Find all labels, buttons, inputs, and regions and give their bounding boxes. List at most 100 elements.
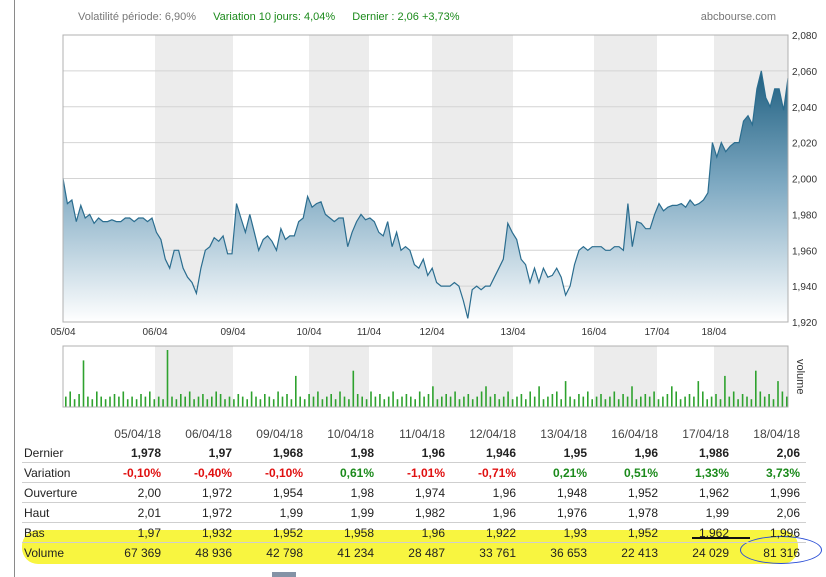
volume-bar	[445, 394, 447, 407]
volume-bar	[489, 396, 492, 407]
volume-bar	[370, 391, 372, 407]
volume-bar	[202, 394, 204, 407]
volume-bar	[361, 396, 363, 407]
table-cell: 1,978	[130, 445, 161, 460]
volume-bar	[746, 396, 748, 407]
table-cell: 1,962	[664, 482, 735, 503]
volume-bar	[383, 399, 386, 407]
volume-bar	[118, 396, 120, 407]
volume-bar	[613, 391, 616, 407]
volume-bar	[542, 399, 545, 407]
volume-bar	[520, 394, 523, 407]
volume-bar	[330, 394, 332, 407]
price-line	[62, 70, 789, 319]
volume-bar	[264, 394, 266, 407]
volume-bar	[750, 399, 753, 407]
volume-bar	[374, 396, 377, 407]
date-header: 11/04/18	[399, 426, 445, 441]
volume-bar	[418, 391, 421, 407]
row-label: Haut	[22, 502, 96, 523]
table-cell: 1,96	[451, 482, 522, 503]
volume-bar	[272, 399, 275, 407]
table-cell: 1,96	[421, 445, 445, 460]
volume-band	[432, 346, 513, 407]
volume-bar	[609, 396, 611, 407]
date-header: 10/04/18	[327, 426, 374, 441]
table-cell: 1,958	[309, 522, 380, 543]
y-tick-label: 2,020	[792, 139, 817, 150]
table-cell: 1,96	[634, 445, 658, 460]
volume-bar	[396, 399, 399, 407]
volume-band	[594, 346, 657, 407]
volume-bar	[365, 399, 368, 407]
volume-bar	[635, 399, 638, 407]
volume-bar	[560, 399, 562, 407]
volume-bar	[732, 391, 735, 407]
volume-bar	[73, 399, 76, 407]
y-tick-label: 2,080	[792, 31, 817, 42]
table-cell: 1,952	[238, 522, 309, 543]
volume-bar	[144, 396, 147, 407]
date-header: 12/04/18	[469, 426, 516, 441]
table-cell: 1,98	[309, 482, 380, 503]
volume-bar	[533, 396, 536, 407]
table-cell: 28 487	[380, 542, 451, 562]
table-cell: 1,932	[167, 522, 238, 543]
table-cell: 1,948	[522, 482, 593, 503]
table-cell: 42 798	[238, 542, 309, 562]
volume-bar	[135, 399, 138, 407]
volume-bar	[69, 391, 71, 407]
table-cell: 1,96	[380, 522, 451, 543]
table-cell: 3,73%	[735, 462, 806, 483]
volume-bar	[573, 399, 576, 407]
volume-bar	[666, 394, 669, 407]
table-cell: -0,71%	[451, 462, 522, 483]
volume-bar	[166, 350, 169, 407]
volume-bar	[600, 394, 602, 407]
left-border	[14, 0, 15, 577]
table-cell: 1,99	[238, 502, 309, 523]
volume-bar	[724, 375, 726, 407]
x-tick-label: 05/04	[50, 327, 75, 338]
table-cell: 1,95	[563, 445, 587, 460]
volume-bar	[180, 394, 182, 407]
scroll-tab[interactable]	[272, 572, 296, 577]
volume-bar	[494, 394, 496, 407]
y-tick-label: 1,960	[792, 246, 817, 257]
volume-bar	[281, 396, 284, 407]
table-cell: 0,61%	[309, 462, 380, 483]
y-tick-label: 2,040	[792, 103, 817, 114]
date-header: 09/04/18	[256, 426, 303, 441]
volume-bar	[233, 399, 235, 407]
volume-bar	[772, 399, 775, 407]
volume-bar	[131, 396, 133, 407]
price-area	[63, 70, 788, 323]
volume-bar	[299, 396, 301, 407]
date-header: 13/04/18	[540, 426, 587, 441]
table-cell: -0,40%	[167, 462, 238, 483]
volume-bar	[379, 394, 381, 407]
volume-bar	[759, 391, 762, 407]
x-tick-label: 13/04	[500, 327, 525, 338]
table-cell: 1,98	[350, 445, 374, 460]
volume-bar	[96, 391, 98, 407]
volume-bar	[122, 391, 125, 407]
volume-bar	[405, 394, 408, 407]
volume-bar	[410, 396, 412, 407]
table-cell: 1,976	[522, 502, 593, 523]
volume-bar	[741, 394, 744, 407]
last-price: Dernier : 2,06 +3,73%	[352, 11, 460, 23]
volume-bar	[671, 386, 673, 407]
volume-bar	[184, 396, 186, 407]
volume-bar	[153, 399, 156, 407]
volume-bar	[454, 391, 456, 407]
table-cell: 1,96	[451, 502, 522, 523]
x-tick-label: 17/04	[644, 327, 669, 338]
volume-bar	[241, 396, 244, 407]
volume-bar	[688, 394, 691, 407]
volume-bar	[547, 396, 549, 407]
volume-bar	[511, 399, 514, 407]
table-cell: 41 234	[309, 542, 380, 562]
volume-bar	[82, 360, 85, 407]
volume-bar	[109, 396, 111, 407]
